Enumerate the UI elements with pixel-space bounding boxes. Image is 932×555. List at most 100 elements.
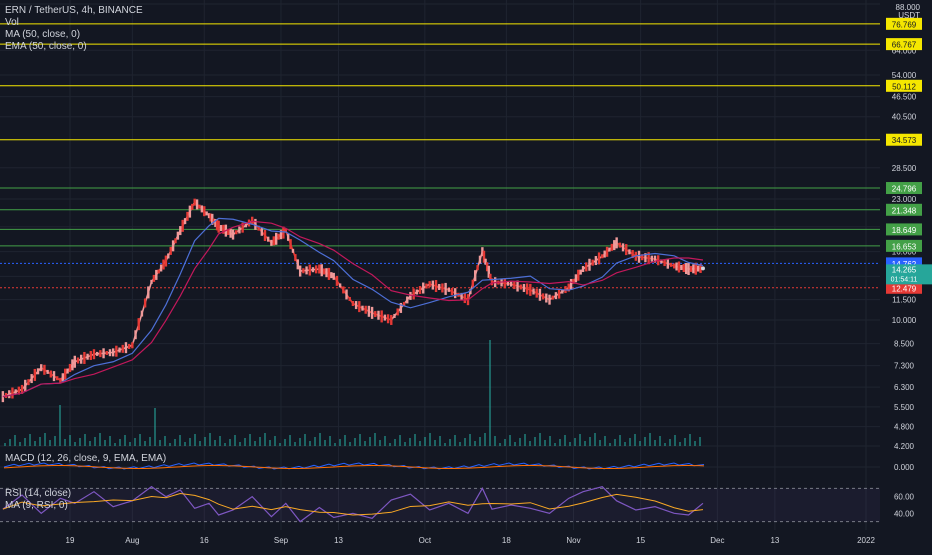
candle xyxy=(79,354,83,364)
candle xyxy=(86,353,89,360)
volume-bar xyxy=(634,434,636,446)
level-tag-bg xyxy=(886,79,922,92)
candle xyxy=(24,379,27,392)
candle xyxy=(215,219,219,231)
rsi-ma-line xyxy=(2,493,704,516)
volume-bar xyxy=(44,433,46,446)
candle xyxy=(235,230,238,235)
candle xyxy=(277,233,280,240)
candle xyxy=(557,288,561,299)
candle xyxy=(548,294,551,305)
candle xyxy=(164,255,168,267)
candle xyxy=(49,370,53,378)
ma-legend[interactable]: MA (50, close, 0) xyxy=(5,29,81,40)
volume-bar xyxy=(479,437,481,446)
candle xyxy=(503,278,506,289)
candle xyxy=(628,249,631,255)
candle xyxy=(289,239,292,250)
volume-bar xyxy=(9,439,11,446)
candle xyxy=(672,263,676,269)
volume-bar xyxy=(444,443,446,446)
price-tick-label: 10.000 xyxy=(892,316,917,325)
candle xyxy=(637,250,641,263)
volume-bar xyxy=(189,438,191,446)
candle xyxy=(231,229,235,240)
candle xyxy=(345,289,348,300)
candle xyxy=(605,246,609,257)
rsi-ma-legend[interactable]: MA (9, RSI, 0) xyxy=(5,500,68,511)
volume-bar xyxy=(169,443,171,446)
candle xyxy=(682,264,685,273)
candle xyxy=(157,269,160,274)
volume-bar xyxy=(19,442,21,446)
level-tag-bg xyxy=(886,281,922,294)
candle xyxy=(137,318,140,331)
candle xyxy=(314,265,318,274)
candle xyxy=(195,199,199,210)
price-tick-label: 54.000 xyxy=(892,71,917,80)
time-tick-label: 19 xyxy=(66,536,75,545)
candle xyxy=(332,272,335,280)
candle xyxy=(92,349,96,360)
candle xyxy=(541,293,545,300)
volume-bar xyxy=(419,441,421,446)
candle xyxy=(393,313,396,318)
volume-bar xyxy=(104,440,106,446)
volume-bar xyxy=(394,439,396,446)
candle xyxy=(198,204,201,209)
volume-bar xyxy=(29,434,31,446)
last-price-label: 14.265 xyxy=(892,265,917,274)
volume-bar xyxy=(199,441,201,446)
candle xyxy=(519,284,522,290)
candle xyxy=(597,252,601,265)
candle xyxy=(441,283,444,293)
candle xyxy=(118,347,121,353)
candle xyxy=(572,278,575,284)
volume-bar xyxy=(314,437,316,446)
volume-bar xyxy=(234,435,236,446)
candle xyxy=(152,274,156,282)
volume-bar xyxy=(614,439,616,446)
volume-bar xyxy=(514,442,516,446)
volume-bar xyxy=(264,433,266,446)
macd-legend[interactable]: MACD (12, 26, close, 9, EMA, EMA) xyxy=(5,453,167,464)
volume-bar xyxy=(504,439,506,446)
level-tag-bg xyxy=(886,17,922,30)
volume-bar xyxy=(484,433,486,446)
candle xyxy=(17,386,21,395)
volume-bar xyxy=(74,442,76,446)
volume-bar xyxy=(144,441,146,446)
candle xyxy=(613,240,616,251)
ma-line xyxy=(2,217,704,398)
candle xyxy=(238,226,241,234)
rsi-legend[interactable]: RSI (14, close) xyxy=(5,488,72,499)
candle xyxy=(594,256,598,266)
candle xyxy=(621,243,625,252)
volume-bar xyxy=(274,436,276,446)
ema-legend[interactable]: EMA (50, close, 0) xyxy=(5,41,87,52)
volume-bar xyxy=(289,435,291,446)
candle xyxy=(263,229,267,241)
candle xyxy=(267,236,270,242)
candle xyxy=(279,230,283,240)
candle xyxy=(591,259,594,266)
candle xyxy=(689,265,693,272)
time-tick-label: Oct xyxy=(419,536,432,545)
candle xyxy=(318,264,321,274)
symbol-title[interactable]: ERN / TetherUS, 4h, BINANCE xyxy=(5,5,143,16)
candle xyxy=(579,269,582,275)
macd-tick-label: 0.000 xyxy=(894,463,915,472)
volume-bar xyxy=(39,437,41,446)
volume-bar xyxy=(349,442,351,446)
level-tag-bg xyxy=(886,203,922,216)
candle xyxy=(244,223,248,228)
candle xyxy=(140,310,144,317)
candle xyxy=(513,281,516,290)
candle xyxy=(61,373,65,382)
candle xyxy=(450,288,454,296)
volume-bar xyxy=(554,443,556,446)
volume-bar xyxy=(229,439,231,446)
volume-legend[interactable]: Vol xyxy=(5,17,19,28)
